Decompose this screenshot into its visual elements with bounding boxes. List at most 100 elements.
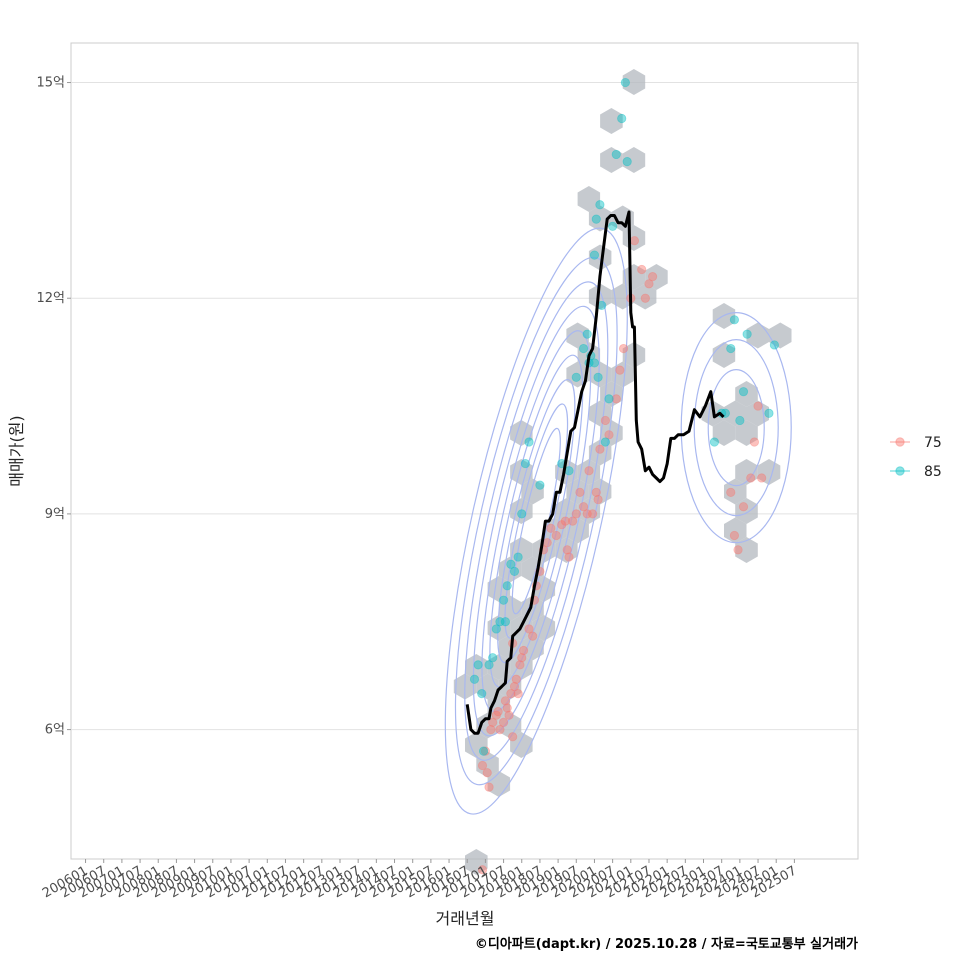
hexbin-cell	[532, 537, 556, 563]
y-tick-label: 6억	[45, 723, 65, 738]
scatter-point-75	[513, 689, 523, 699]
hexbin-cell	[588, 361, 612, 388]
scatter-point-85	[611, 149, 621, 160]
hexbin-cell	[600, 147, 623, 173]
trend-line	[465, 210, 725, 735]
scatter-point-75	[515, 660, 525, 670]
scatter-point-75	[518, 645, 529, 656]
scatter-point-85	[764, 408, 774, 418]
density-contour	[511, 427, 561, 615]
hexbin-cell	[622, 147, 646, 173]
hexbin-cell	[735, 498, 758, 524]
hexbin-cell	[633, 283, 657, 310]
scatter-point-75	[557, 520, 567, 530]
hexbin-cell	[712, 420, 736, 446]
scatter-point-75	[528, 631, 538, 641]
hexbin-cell	[487, 654, 511, 680]
hexbin-cell	[532, 615, 556, 641]
density-contour	[481, 330, 592, 713]
hexbin-cell	[746, 400, 769, 427]
scatter-point-75	[749, 437, 759, 447]
scatter-point-85	[484, 660, 494, 670]
density-contour	[707, 369, 765, 487]
hexbin-cell	[566, 517, 589, 544]
hexbin-cell	[577, 186, 601, 212]
hexbin-cell	[465, 849, 488, 875]
density-contour	[680, 312, 792, 544]
legend-label: 85	[924, 464, 942, 480]
scatter-point-75	[746, 473, 756, 483]
scatter-point-85	[509, 566, 520, 577]
scatter-point-75	[640, 293, 650, 303]
scatter-point-75	[618, 343, 629, 354]
hexbin-cell	[769, 322, 792, 349]
scatter-point-85	[517, 509, 527, 519]
density-contour	[464, 281, 609, 761]
scatter-point-85	[591, 214, 601, 224]
scatter-point-75	[644, 279, 654, 289]
scatter-point-75	[508, 732, 518, 742]
scatter-point-85	[571, 372, 581, 382]
scatter-point-75	[588, 509, 598, 519]
scatter-point-75	[753, 401, 763, 411]
scatter-point-75	[738, 502, 749, 512]
scatter-point-75	[477, 760, 488, 771]
hexbin-cell	[465, 732, 488, 758]
density-contour	[472, 305, 600, 737]
scatter-point-75	[562, 545, 572, 555]
hexbin-cell	[735, 459, 758, 485]
y-axis-title: 매매가(원)	[7, 415, 26, 486]
scatter-point-85	[478, 746, 489, 756]
density-contour	[693, 339, 779, 517]
hexbin-cell	[487, 693, 511, 719]
scatter-point-85	[729, 315, 740, 325]
hexbin-cell	[611, 361, 634, 388]
scatter-point-75	[498, 717, 509, 728]
scatter-point-85	[495, 617, 505, 627]
hexbin-cell	[521, 478, 544, 505]
scatter-point-75	[480, 746, 491, 756]
scatter-point-75	[595, 444, 605, 454]
scatter-point-75	[733, 545, 743, 555]
hexbin-cell	[555, 459, 578, 485]
legend-key-point	[895, 466, 905, 476]
y-axis: 6억 9억 12억 15억	[36, 76, 71, 738]
scatter-point-75	[615, 365, 625, 375]
scatter-point-75	[524, 624, 534, 634]
hexbin-cell	[724, 517, 747, 544]
scatter-point-85	[502, 581, 512, 591]
plot-background	[70, 42, 859, 860]
scatter-point-85	[506, 559, 516, 569]
hexbin-cell	[588, 244, 612, 271]
scatter-point-75	[593, 494, 603, 505]
legend-label: 75	[924, 435, 942, 451]
scatter-point-75	[506, 689, 516, 699]
y-tick-label: 12억	[36, 291, 65, 306]
scatter-point-85	[709, 437, 720, 447]
scatter-point-85	[477, 689, 487, 699]
scatter-point-75	[546, 523, 556, 533]
scatter-point-75	[611, 394, 621, 404]
scatter-point-85	[604, 394, 614, 404]
scatter-point-85	[600, 437, 610, 447]
scatter-point-85	[595, 200, 605, 210]
scatter-point-75	[729, 530, 740, 541]
caption: ©디아파트(dapt.kr) / 2025.10.28 / 자료=국토교통부 실…	[475, 936, 858, 952]
hexbin-cell	[510, 654, 533, 680]
density-contours	[444, 227, 792, 815]
density-contour	[504, 403, 569, 639]
legend-key-point	[895, 437, 905, 447]
scatter-point-85	[769, 340, 779, 350]
hexbin-cell	[724, 400, 747, 427]
scatter-point-85	[578, 343, 589, 354]
hexbin-cell	[600, 108, 623, 134]
hexbin-cell	[588, 400, 612, 427]
hexbin-cell	[510, 537, 533, 563]
scatter-point-85	[582, 329, 592, 339]
scatter-point-85	[491, 624, 501, 634]
density-contour	[444, 227, 628, 815]
scatter-point-85	[520, 458, 530, 469]
scatter-point-75	[757, 473, 767, 483]
scatter-point-75	[582, 509, 592, 519]
